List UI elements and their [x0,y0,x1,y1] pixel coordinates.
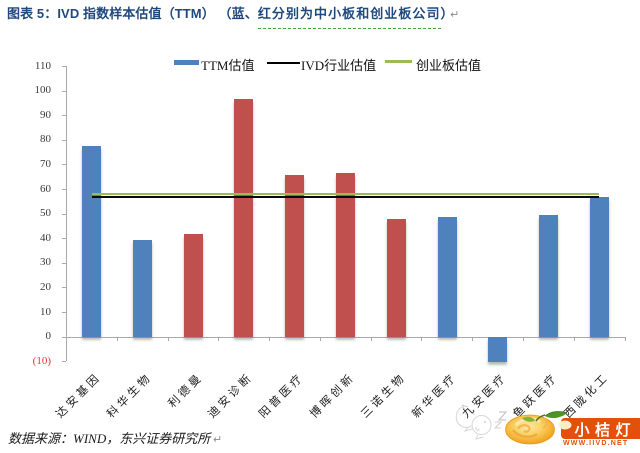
svg-text:WWW.IIVD.NET: WWW.IIVD.NET [563,440,628,447]
svg-text:小桔灯: 小桔灯 [575,421,637,439]
